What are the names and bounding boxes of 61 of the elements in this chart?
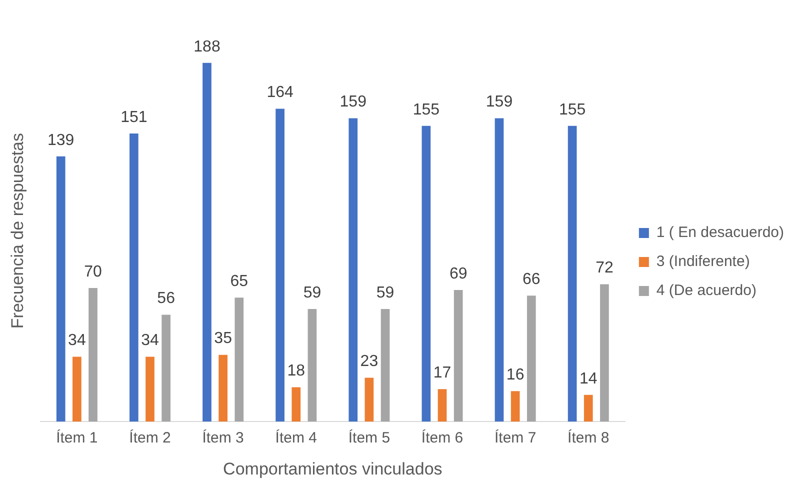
data-label: 188 xyxy=(194,38,220,56)
bar xyxy=(364,378,374,422)
x-axis-title: Comportamientos vinculados xyxy=(223,459,442,478)
data-label: 72 xyxy=(596,260,614,277)
bar xyxy=(276,108,284,422)
data-label: 35 xyxy=(214,330,232,348)
data-label: 139 xyxy=(48,132,74,149)
legend-label: 1 ( En desacuerdo) xyxy=(656,224,784,242)
data-label: 155 xyxy=(412,101,440,118)
bar xyxy=(438,389,447,422)
bar xyxy=(510,391,520,422)
bar xyxy=(568,126,577,422)
bar xyxy=(234,298,244,422)
bar xyxy=(72,356,82,422)
data-label: 18 xyxy=(287,362,306,380)
bar xyxy=(600,284,609,422)
data-label: 16 xyxy=(506,366,524,384)
legend-label: 3 (Indiferente) xyxy=(656,253,750,270)
bar xyxy=(584,394,593,422)
data-label: 23 xyxy=(360,353,378,370)
x-tick-label: Ítem 4 xyxy=(275,428,317,447)
x-tick-label: Ítem 3 xyxy=(202,428,244,447)
data-label: 69 xyxy=(449,265,468,282)
bar xyxy=(308,309,317,422)
x-tick-label: Ítem 7 xyxy=(494,428,536,447)
data-label: 65 xyxy=(230,272,248,290)
data-label: 66 xyxy=(522,271,540,288)
bar xyxy=(202,62,212,422)
x-tick-label: Ítem 6 xyxy=(421,428,464,447)
bar xyxy=(88,288,98,422)
bar xyxy=(380,309,390,422)
data-label: 34 xyxy=(141,332,159,350)
data-label: 59 xyxy=(376,284,394,302)
bar xyxy=(218,354,228,422)
x-tick-label: Ítem 2 xyxy=(129,428,171,447)
bar xyxy=(422,126,431,422)
x-tick-label: Ítem 1 xyxy=(56,428,98,447)
data-label: 14 xyxy=(579,370,598,388)
bar xyxy=(348,118,358,422)
data-label: 151 xyxy=(120,108,148,126)
bar xyxy=(526,296,536,422)
bar xyxy=(56,156,66,422)
bar xyxy=(146,356,154,422)
data-label: 159 xyxy=(340,94,367,111)
data-label: 155 xyxy=(558,101,586,118)
bar xyxy=(292,387,301,422)
bar xyxy=(130,133,138,422)
x-tick-label: Ítem 8 xyxy=(568,428,610,447)
y-axis-title: Frecuencia de respuestas xyxy=(8,132,27,329)
data-label: 17 xyxy=(433,364,452,382)
bar xyxy=(162,314,170,422)
data-label: 70 xyxy=(84,263,102,280)
data-label: 59 xyxy=(303,284,322,302)
bar xyxy=(494,118,504,422)
legend-label: 4 (De acuerdo) xyxy=(656,282,756,300)
bar xyxy=(454,290,463,422)
x-tick-label: Ítem 5 xyxy=(348,428,390,447)
data-label: 56 xyxy=(157,290,176,308)
data-label: 164 xyxy=(266,84,294,102)
data-label: 159 xyxy=(486,94,513,111)
data-label: 34 xyxy=(68,332,86,350)
